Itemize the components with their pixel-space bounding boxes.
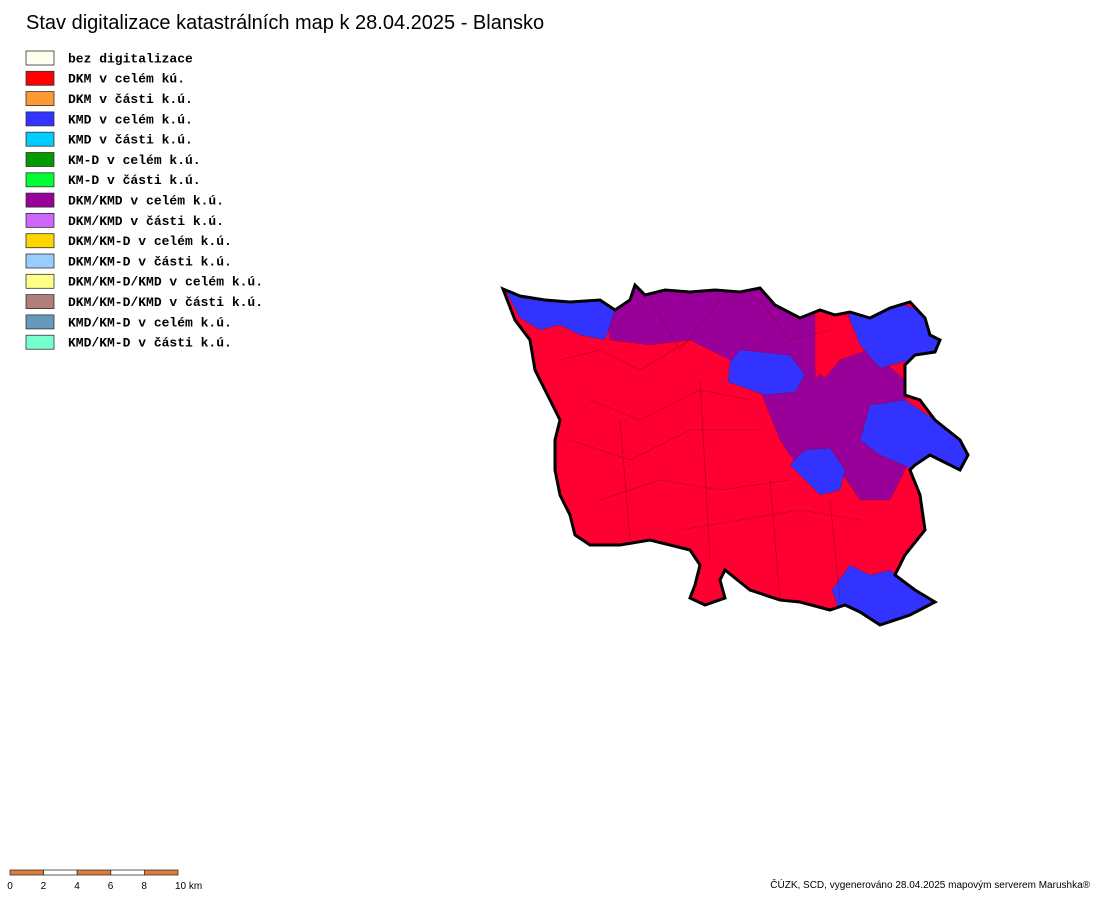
legend-swatch (25, 131, 55, 147)
legend-label: DKM/KMD v části k.ú. (68, 214, 224, 229)
legend-swatch (25, 70, 55, 86)
legend-label: KMD/KM-D v části k.ú. (68, 336, 232, 351)
legend-swatch (25, 253, 55, 269)
legend-label: KM-D v celém k.ú. (68, 153, 201, 168)
legend-swatch (25, 50, 55, 66)
legend-swatch (25, 111, 55, 127)
legend-label: DKM/KM-D v části k.ú. (68, 254, 232, 269)
credit: ČÚZK, SCD, vygenerováno 28.04.2025 mapov… (770, 878, 1090, 891)
legend: bez digitalizace DKM v celém kú. DKM v čás… (25, 50, 263, 351)
scale-label: 2 (41, 881, 47, 892)
scale-bar (9, 869, 179, 876)
legend-swatch (25, 91, 55, 106)
region-kmd (727, 349, 806, 396)
legend-label: DKM/KM-D/KMD v části k.ú. (68, 295, 263, 310)
scale-label: 8 (141, 881, 147, 892)
legend-swatch (25, 334, 55, 350)
legend-label: DKM/KMD v celém k.ú. (68, 194, 224, 209)
legend-swatch (25, 192, 55, 208)
legend-swatch (25, 294, 55, 310)
legend-label: KM-D v části k.ú. (68, 173, 201, 188)
map-title: Stav digitalizace katastrálních map k 28… (26, 12, 544, 34)
legend-swatch (25, 172, 55, 188)
legend-swatch (25, 152, 55, 167)
legend-label: bez digitalizace (68, 51, 193, 66)
scale-label: 4 (74, 881, 80, 892)
legend-label: DKM/KM-D v celém k.ú. (68, 234, 232, 249)
legend-label: KMD v celém k.ú. (68, 112, 193, 127)
scale-label: 6 (108, 881, 114, 892)
legend-swatch (25, 273, 55, 289)
legend-swatch (25, 212, 55, 228)
legend-label: KMD v části k.ú. (68, 133, 193, 148)
scale-label: 0 (7, 881, 13, 892)
legend-swatch (25, 233, 55, 249)
scale-label: 10 km (175, 881, 202, 892)
map (503, 285, 968, 625)
legend-label: DKM/KM-D/KMD v celém k.ú. (68, 275, 263, 290)
legend-label: DKM v části k.ú. (68, 92, 193, 107)
region-kmd (789, 447, 846, 496)
legend-swatch (25, 314, 55, 330)
legend-label: KMD/KM-D v celém k.ú. (68, 315, 232, 330)
region-kmd (831, 564, 941, 625)
legend-label: DKM v celém kú. (68, 72, 185, 87)
